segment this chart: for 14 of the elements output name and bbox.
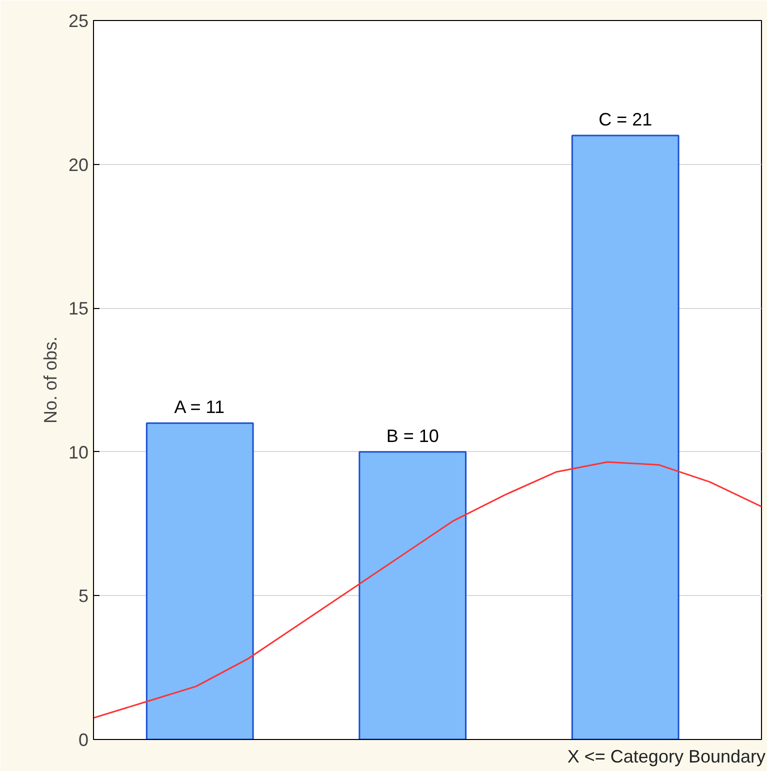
data-label: A = 11 (174, 397, 224, 418)
bar (571, 134, 680, 740)
y-tick-label: 25 (68, 11, 89, 31)
y-tick-label: 0 (78, 730, 89, 750)
y-tick-label: 10 (68, 442, 89, 462)
y-tick-label: 5 (78, 586, 89, 606)
y-axis-title: No. of obs. (40, 336, 60, 424)
data-label: C = 21 (598, 110, 652, 130)
bar (146, 422, 254, 740)
data-label: B = 10 (386, 426, 439, 446)
x-axis-title: X <= Category Boundary (567, 746, 766, 766)
y-tick-label: 15 (68, 298, 89, 319)
y-tick-label: 20 (68, 154, 89, 175)
bar (358, 451, 467, 740)
